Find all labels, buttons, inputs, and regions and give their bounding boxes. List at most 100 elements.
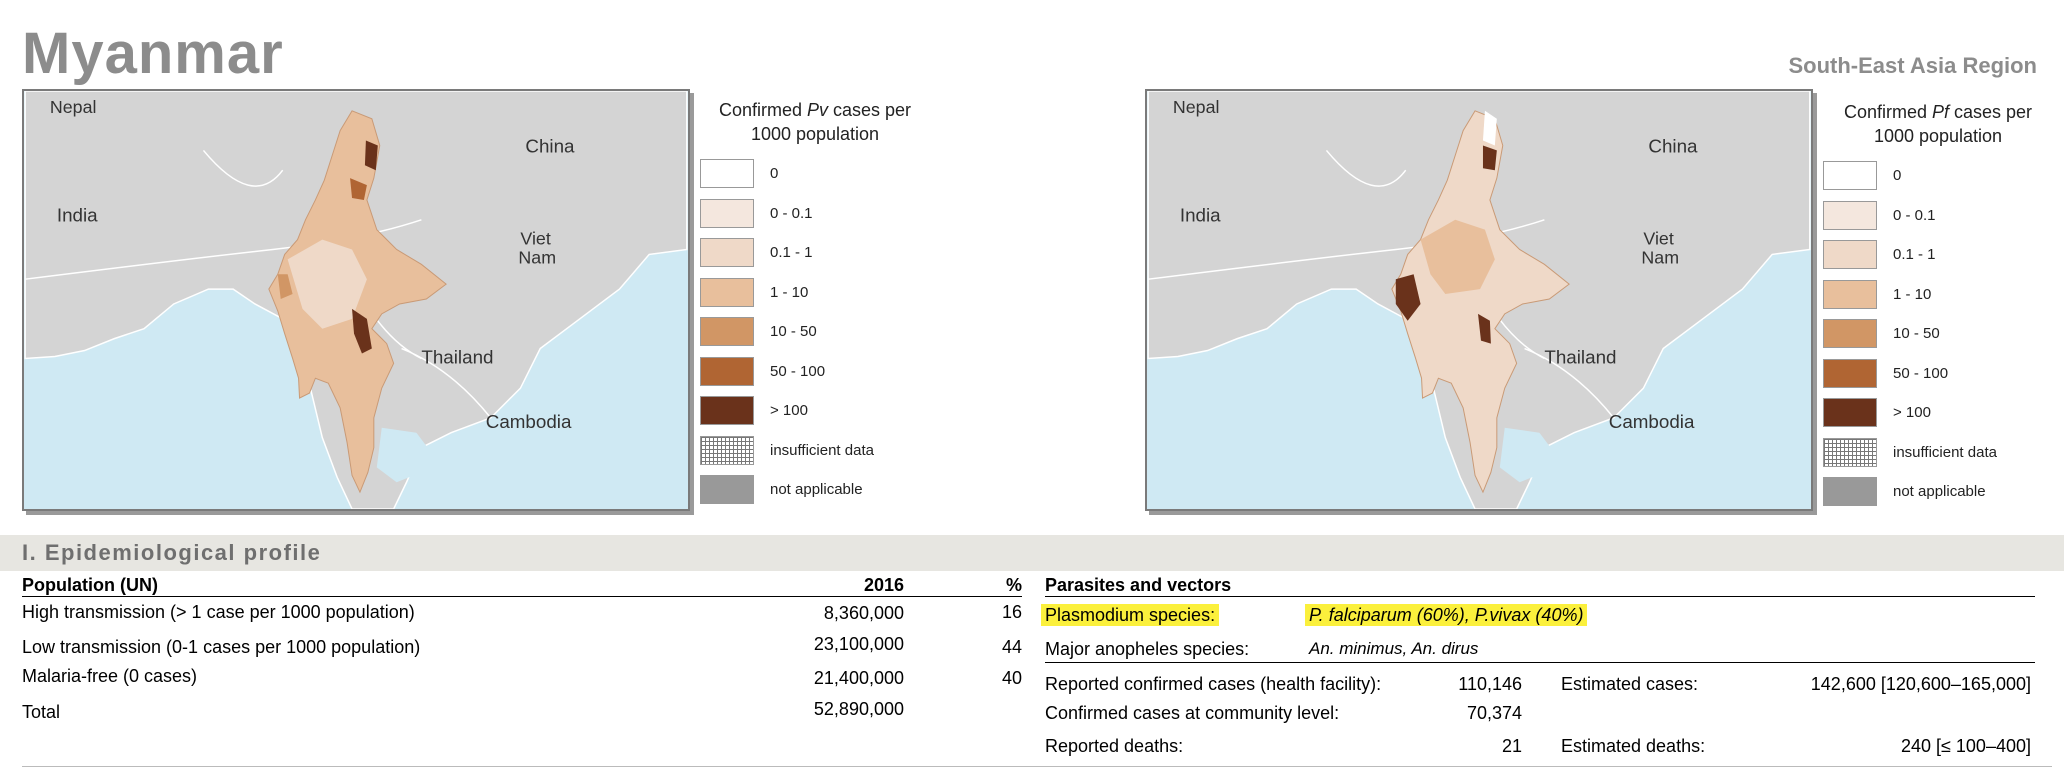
legend-swatch [1823,358,1877,388]
hotspot-north [364,140,378,171]
region-zero [1482,110,1497,146]
legend-label: 0 - 0.1 [1893,206,1936,224]
legend-label: 0 [770,165,779,183]
population-header: Population (UN) [22,575,158,595]
population-row-label: Total [22,702,61,722]
reported-confirmed-value: 110,146 [1458,674,1522,694]
profile-header-bar [0,535,2064,571]
pf-legend: Confirmed Pf cases per 1000 population 0… [1823,100,2053,512]
legend-swatch [1823,240,1877,270]
population-row-label: Low transmission (0-1 cases per 1000 pop… [22,637,421,657]
parasites-header-rule [1045,596,2035,597]
plasmodium-value: P. falciparum (60%), P.vivax (40%) [1305,604,1588,626]
population-row-value: 52,890,000 [813,699,904,719]
population-row-value: 23,100,000 [813,634,904,654]
legend-item: 10 - 50 [700,312,930,352]
hotspot-south [1478,313,1491,344]
legend-swatch [1823,477,1877,507]
legend-swatch [1823,161,1877,191]
legend-item: 50 - 100 [1823,354,2053,394]
region-mid [1420,219,1495,295]
myanmar [1391,110,1570,494]
legend-item: 10 - 50 [1823,314,2053,354]
legend-label: not applicable [770,481,863,499]
estimated-cases-label: Estimated cases: [1561,674,1699,694]
legend-item: 1 - 10 [1823,275,2053,315]
legend-item: > 100 [700,391,930,431]
profile-title: I. Epidemiological profile [22,540,322,565]
label-thailand: Thailand [421,346,493,367]
population-year: 2016 [863,575,904,595]
hotspot-west [1395,274,1421,321]
pv-legend-title: Confirmed Pv cases per 1000 population [718,100,912,144]
hotspot-north2 [350,178,367,200]
legend-item: > 100 [1823,393,2053,433]
legend-item: 0 [1823,156,2053,196]
legend-label: 50 - 100 [770,362,826,380]
legend-item: 0 - 0.1 [1823,196,2053,236]
borders [25,149,492,419]
label-nam: Nam [518,247,556,267]
legend-item: insufficient data [700,431,930,471]
borders [1148,149,1615,419]
legend-swatch [700,159,754,189]
pf-map-svg: Nepal China India Viet Nam Thailand Camb… [1147,91,1811,509]
legend-swatch [700,317,754,347]
legend-label: 50 - 100 [1893,364,1949,382]
region-low [287,239,367,329]
community-value: 70,374 [1466,703,1522,723]
label-viet: Viet [1643,229,1673,249]
population-row-pct: 40 [1001,668,1022,688]
legend-label: 1 - 10 [770,283,809,301]
label-cambodia: Cambodia [486,411,572,432]
legend-swatch [1823,319,1877,349]
legend-item: not applicable [1823,472,2053,512]
parasites-bottom-rule [1045,662,2035,663]
legend-label: not applicable [1893,483,1986,501]
parasites-header: Parasites and vectors [1045,575,1232,595]
legend-label: > 100 [1893,404,1931,422]
legend-label: 0 [1893,167,1902,185]
population-pct-header: % [1005,575,1022,595]
pf-legend-title: Confirmed Pf cases per 1000 population [1843,102,2033,146]
legend-swatch [1823,279,1877,309]
legend-label: insufficient data [1893,443,1997,461]
gulf [376,427,432,483]
estimated-deaths-value: 240 [≤ 100–400] [1901,736,2031,756]
population-row-label: Malaria-free (0 cases) [22,666,198,686]
plasmodium-label: Plasmodium species: [1041,604,1220,626]
legend-item: not applicable [700,470,930,510]
legend-swatch [1823,200,1877,230]
legend-label: 10 - 50 [770,323,817,341]
legend-item: 50 - 100 [700,352,930,392]
legend-item: 0.1 - 1 [1823,235,2053,275]
section-bottom-rule [22,766,2052,767]
label-nam: Nam [1641,247,1679,267]
hotspot-north [1482,145,1497,171]
hotspot-west [277,274,293,300]
anopheles-label: Major anopheles species: [1045,639,1250,659]
pv-legend-rows: 0 0 - 0.1 0.1 - 1 1 - 10 10 - 50 50 - 100 > 10… [700,154,930,510]
legend-swatch [700,475,754,505]
region-title: South-East Asia Region [1788,53,2037,78]
legend-label: 1 - 10 [1893,285,1932,303]
label-india: India [57,205,98,226]
legend-item: 1 - 10 [700,273,930,313]
pv-legend: Confirmed Pv cases per 1000 population 0… [700,98,930,510]
pf-legend-rows: 0 0 - 0.1 0.1 - 1 1 - 10 10 - 50 50 - 100 > 10… [1823,156,2053,512]
legend-swatch [1823,398,1877,428]
hotspot-south [352,308,372,354]
pv-map: Nepal China India Viet Nam Thailand Camb… [22,89,690,511]
label-cambodia: Cambodia [1609,411,1695,432]
label-nepal: Nepal [50,97,97,117]
legend-item: 0 [700,154,930,194]
legend-swatch [700,396,754,426]
legend-label: > 100 [770,402,808,420]
label-china: China [1648,135,1698,156]
label-india: India [1180,205,1221,226]
reported-deaths-label: Reported deaths: [1045,736,1184,756]
estimated-cases-value: 142,600 [120,600–165,000] [1810,674,2031,694]
population-header-rule [22,596,1022,597]
population-row-value: 8,360,000 [823,603,904,623]
population-row-pct: 16 [1001,602,1022,622]
